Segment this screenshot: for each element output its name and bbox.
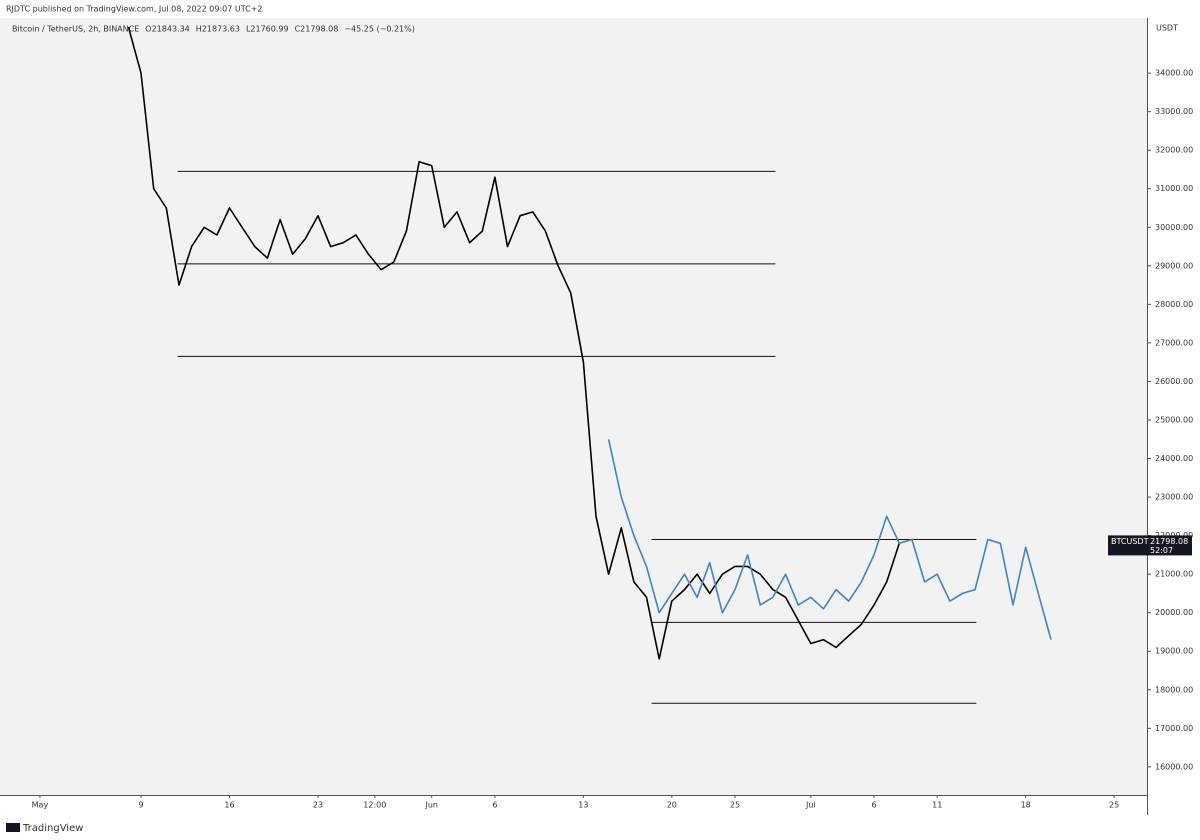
y-tick-label: 28000.00	[1155, 300, 1193, 309]
ohlc-value: 21843.34	[152, 25, 190, 34]
y-tick-label: 25000.00	[1155, 415, 1193, 424]
x-tick-label: 25	[730, 801, 740, 810]
y-tick-label: 16000.00	[1155, 762, 1193, 771]
x-tick-label: 12:00	[363, 801, 386, 810]
y-tick-label: 29000.00	[1155, 261, 1193, 270]
y-tick-label: 27000.00	[1155, 338, 1193, 347]
x-tick-label: Jul	[805, 801, 816, 810]
plot-background	[0, 18, 1147, 795]
ohlc-label: H	[196, 25, 202, 34]
x-tick-label: 25	[1109, 801, 1119, 810]
y-tick-label: 34000.00	[1155, 69, 1193, 78]
brand: TradingView	[22, 823, 83, 834]
x-tick-label: 9	[138, 801, 143, 810]
logo	[6, 823, 20, 832]
ohlc-value: 21873.63	[202, 25, 240, 34]
y-tick-label: 21000.00	[1155, 570, 1193, 579]
price-tag	[1108, 535, 1192, 556]
x-tick-label: Jun	[424, 801, 438, 810]
change: −45.25 (−0.21%)	[344, 25, 415, 34]
price-tag-countdown: 52:07	[1150, 546, 1173, 555]
symbol: Bitcoin / TetherUS, 2h, BINANCE	[12, 25, 139, 34]
y-tick-label: 33000.00	[1155, 107, 1193, 116]
price-line	[607, 439, 1052, 640]
ohlc-label: L	[246, 25, 251, 34]
price-tag-symbol: BTCUSDT	[1111, 537, 1149, 546]
x-tick-label: 6	[492, 801, 497, 810]
x-tick-label: 13	[578, 801, 588, 810]
y-tick-label: 19000.00	[1155, 647, 1193, 656]
y-tick-label: 17000.00	[1155, 724, 1193, 733]
y-tick-label: 30000.00	[1155, 223, 1193, 232]
ohlc-value: 21760.99	[250, 25, 288, 34]
y-tick-label: 32000.00	[1155, 146, 1193, 155]
price-line	[127, 26, 901, 660]
x-tick-label: 16	[224, 801, 234, 810]
publisher: RJDTC published on TradingView.com, Jul …	[6, 5, 263, 14]
y-tick-label: 18000.00	[1155, 685, 1193, 694]
y-tick-label: 20000.00	[1155, 608, 1193, 617]
y-tick-label: 24000.00	[1155, 454, 1193, 463]
x-tick-label: 20	[667, 801, 677, 810]
y-tick-label: 31000.00	[1155, 184, 1193, 193]
ohlc-value: 21798.08	[300, 25, 338, 34]
x-tick-label: 11	[932, 801, 942, 810]
y-tick-label: 26000.00	[1155, 377, 1193, 386]
x-tick-label: May	[32, 801, 49, 810]
currency: USDT	[1156, 24, 1178, 33]
x-tick-label: 23	[313, 801, 323, 810]
y-tick-label: 23000.00	[1155, 493, 1193, 502]
x-tick-label: 6	[871, 801, 876, 810]
price-tag-price: 21798.08	[1150, 537, 1188, 546]
ohlc-label: O	[145, 25, 151, 34]
ohlc-label: C	[295, 25, 301, 34]
x-tick-label: 18	[1021, 801, 1031, 810]
